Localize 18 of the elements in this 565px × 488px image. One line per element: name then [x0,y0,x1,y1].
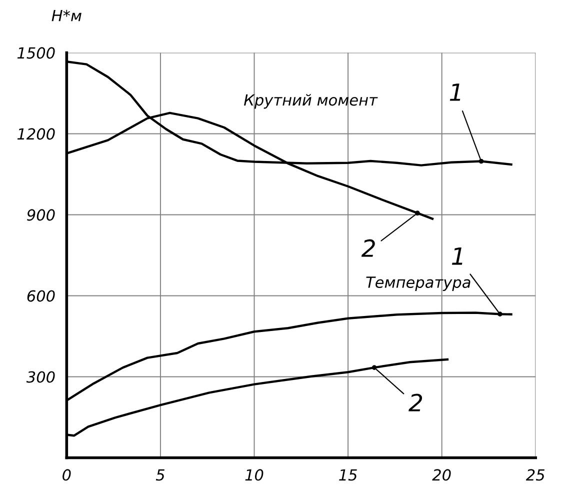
annotation: Температура [366,276,470,291]
x-tick-label: 25 [526,469,544,481]
y-tick-label: 600 [27,290,55,302]
x-tick-label: 15 [339,469,357,481]
annotation: 1 [452,248,462,265]
y-tick-label: 1500 [17,47,55,59]
y-tick-label: 300 [26,371,55,383]
y-tick-label: 1200 [17,128,55,140]
annotation: Крутний момент [244,94,378,109]
y-axis-title: Н*м [52,10,82,22]
x-tick-label: 5 [156,469,164,481]
annotation: 2 [408,394,422,412]
x-tick-label: 20 [432,469,451,481]
annotation: 2 [361,239,375,257]
annotation: 1 [450,84,460,101]
y-tick-label: 900 [27,209,55,221]
x-tick-label: 10 [245,469,264,481]
x-tick-label: 0 [62,469,71,481]
